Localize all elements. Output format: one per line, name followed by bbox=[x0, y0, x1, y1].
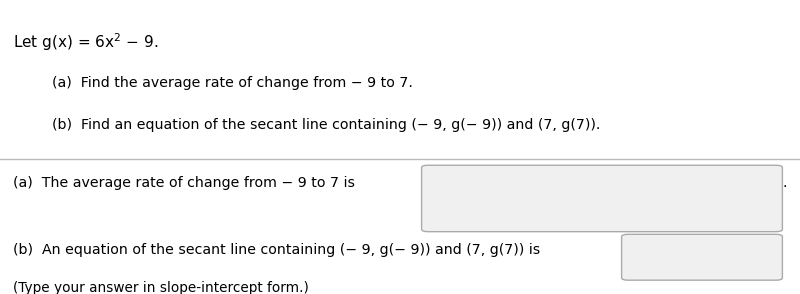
Text: (a)  The average rate of change from − 9 to 7 is: (a) The average rate of change from − 9 … bbox=[13, 176, 355, 191]
Text: (Type your answer in slope-intercept form.): (Type your answer in slope-intercept for… bbox=[13, 281, 309, 294]
Text: Let g(x) = 6x$^2$ $-$ 9.: Let g(x) = 6x$^2$ $-$ 9. bbox=[13, 31, 158, 53]
FancyBboxPatch shape bbox=[422, 165, 782, 232]
FancyBboxPatch shape bbox=[622, 234, 782, 280]
Text: (a)  Find the average rate of change from − 9 to 7.: (a) Find the average rate of change from… bbox=[52, 76, 413, 91]
Text: .: . bbox=[782, 176, 787, 191]
Text: (b)  An equation of the secant line containing (− 9, g(− 9)) and (7, g(7)) is: (b) An equation of the secant line conta… bbox=[13, 243, 540, 257]
Text: (b)  Find an equation of the secant line containing (− 9, g(− 9)) and (7, g(7)).: (b) Find an equation of the secant line … bbox=[52, 118, 600, 132]
